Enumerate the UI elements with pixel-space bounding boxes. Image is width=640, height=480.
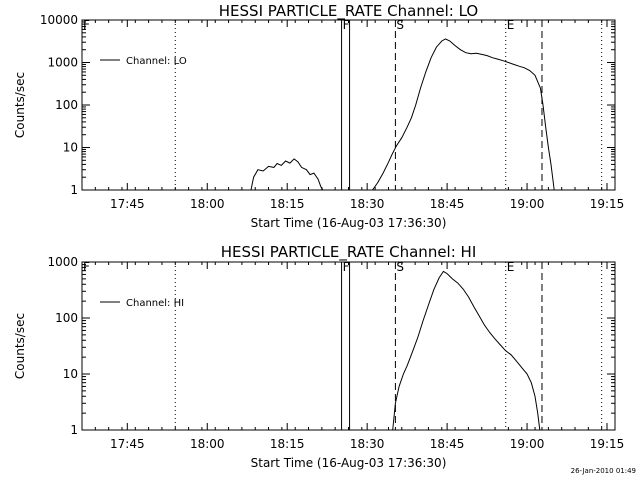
chart-title: HESSI PARTICLE_RATE Channel: LO xyxy=(219,2,478,21)
marker-flag: F xyxy=(343,260,350,274)
y-tick-label: 10 xyxy=(63,141,78,155)
x-tick-label: 19:00 xyxy=(510,197,545,211)
x-axis-label: Start Time (16-Aug-03 17:36:30) xyxy=(251,456,447,470)
y-axis-label: Counts/sec xyxy=(13,72,27,138)
panel-hi: HESSI PARTICLE_RATE Channel: HIF F S E17:45… xyxy=(13,243,624,470)
marker-flag: F xyxy=(83,18,90,32)
plot-frame xyxy=(81,261,616,431)
legend-label: Channel: LO xyxy=(126,56,187,67)
data-series-line xyxy=(372,38,555,191)
marker-flag: E xyxy=(507,18,515,32)
marker-flag: F xyxy=(83,260,90,274)
x-tick-label: 18:30 xyxy=(350,197,385,211)
x-tick-label: 18:15 xyxy=(270,197,305,211)
y-tick-label: 100 xyxy=(55,311,78,325)
y-tick-label: 1 xyxy=(70,423,78,437)
x-tick-label: 18:30 xyxy=(350,437,385,451)
data-series-line xyxy=(250,158,324,191)
x-tick-label: 18:45 xyxy=(430,197,465,211)
x-tick-label: 19:00 xyxy=(510,437,545,451)
y-tick-label: 10 xyxy=(63,367,78,381)
plot-frame xyxy=(81,19,616,191)
marker-flag: S xyxy=(396,18,404,32)
x-tick-label: 18:00 xyxy=(190,437,225,451)
marker-flag: S xyxy=(396,260,404,274)
y-tick-label: 100 xyxy=(55,98,78,112)
x-tick-label: 17:45 xyxy=(110,437,145,451)
y-tick-label: 1 xyxy=(70,183,78,197)
y-tick-label: 1000 xyxy=(47,56,78,70)
panel-lo: HESSI PARTICLE_RATE Channel: LOF F S E17:45… xyxy=(13,2,624,230)
x-axis-label: Start Time (16-Aug-03 17:36:30) xyxy=(251,216,447,230)
chart-title: HESSI PARTICLE_RATE Channel: HI xyxy=(221,243,477,262)
marker-flag: E xyxy=(507,260,515,274)
footer-timestamp: 26-Jan-2010 01:49 xyxy=(571,467,636,475)
x-tick-label: 17:45 xyxy=(110,197,145,211)
x-tick-label: 19:15 xyxy=(590,197,625,211)
x-tick-label: 18:15 xyxy=(270,437,305,451)
data-series-line xyxy=(392,270,541,431)
x-tick-label: 18:00 xyxy=(190,197,225,211)
y-tick-label: 1000 xyxy=(47,255,78,269)
x-tick-label: 19:15 xyxy=(590,437,625,451)
y-tick-label: 10000 xyxy=(40,13,78,27)
marker-flag: F xyxy=(343,18,350,32)
x-tick-label: 18:45 xyxy=(430,437,465,451)
y-axis-label: Counts/sec xyxy=(13,313,27,379)
legend-label: Channel: HI xyxy=(126,298,184,309)
